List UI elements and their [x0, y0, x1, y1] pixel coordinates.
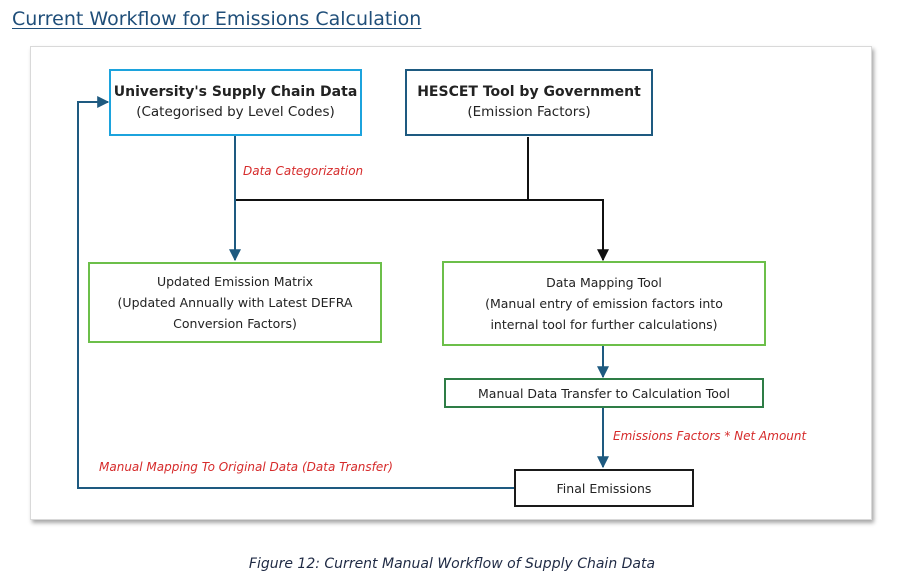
- node-emission-matrix-line3: Conversion Factors): [173, 316, 297, 331]
- figure-caption: Figure 12: Current Manual Workflow of Su…: [248, 556, 656, 572]
- node-data-mapping-line1: Data Mapping Tool: [546, 275, 662, 290]
- label-manual-mapping: Manual Mapping To Original Data (Data Tr…: [99, 460, 393, 474]
- connector-junction-data-mapping: [528, 199, 609, 262]
- node-emission-matrix-line2: (Updated Annually with Latest DEFRA: [117, 295, 353, 310]
- node-manual-transfer-label: Manual Data Transfer to Calculation Tool: [478, 385, 730, 401]
- node-data-mapping-line3: internal tool for further calculations): [490, 317, 718, 332]
- node-supply-chain-data: University's Supply Chain Data (Categori…: [109, 69, 362, 136]
- node-manual-transfer: Manual Data Transfer to Calculation Tool: [444, 378, 764, 408]
- node-final-emissions: Final Emissions: [514, 469, 694, 507]
- label-data-categorization: Data Categorization: [243, 164, 364, 178]
- node-hescet-subtitle: (Emission Factors): [467, 104, 591, 120]
- node-supply-chain-subtitle: (Categorised by Level Codes): [136, 104, 335, 120]
- page-title: Current Workflow for Emissions Calculati…: [12, 8, 422, 30]
- node-final-emissions-label: Final Emissions: [556, 480, 652, 496]
- node-emission-matrix-line1: Updated Emission Matrix: [156, 274, 314, 289]
- node-emission-matrix: Updated Emission Matrix (Updated Annuall…: [88, 262, 382, 343]
- connector-feedback-loop: [77, 96, 514, 489]
- node-data-mapping-tool: Data Mapping Tool (Manual entry of emiss…: [442, 261, 766, 346]
- node-supply-chain-title: University's Supply Chain Data: [113, 84, 358, 100]
- label-emissions-factors: Emissions Factors * Net Amount: [613, 429, 807, 443]
- node-hescet-title: HESCET Tool by Government: [417, 84, 641, 100]
- node-data-mapping-line2: (Manual entry of emission factors into: [485, 296, 723, 311]
- node-hescet-tool: HESCET Tool by Government (Emission Fact…: [405, 69, 653, 136]
